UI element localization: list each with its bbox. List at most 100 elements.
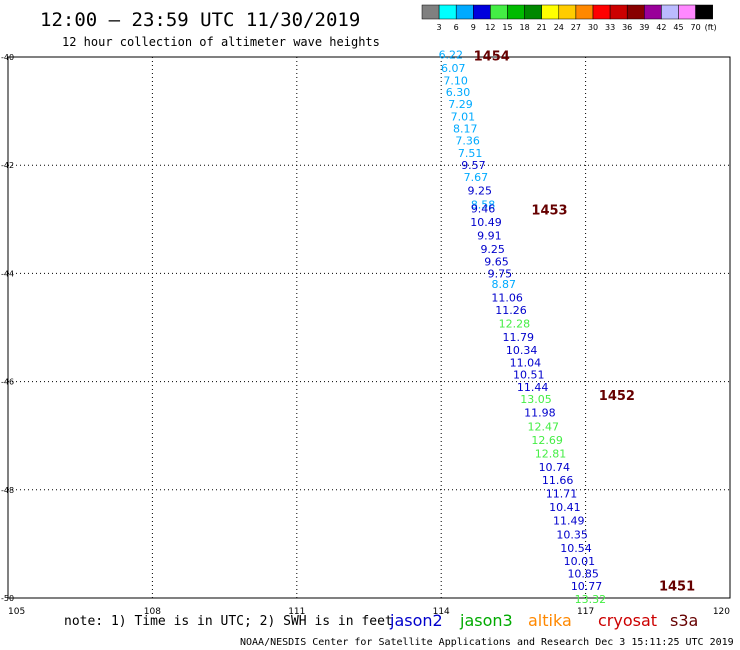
color-bin-label: 15 (502, 23, 512, 32)
swh-value-label: 10.77 (571, 580, 603, 593)
swh-value-label: 11.79 (502, 331, 534, 344)
swh-value-label: 9.65 (484, 255, 509, 268)
color-bin-label: 6 (454, 23, 459, 32)
footer-credit: NOAA/NESDIS Center for Satellite Applica… (240, 637, 734, 648)
swh-value-label: 9.75 (488, 267, 513, 280)
swh-value-label: 10.49 (470, 216, 502, 229)
swh-value-label: 12.69 (531, 434, 563, 447)
swh-value-label: 13.05 (520, 393, 552, 406)
time-label: 1452 (599, 389, 635, 404)
color-scale-legend: 3 6 9 12 15 18 21 24 27 30 33 36 39 42 45 70 (ft) (421, 4, 717, 32)
color-bin-label: 12 (485, 23, 495, 32)
y-axis-ticks: -40 -42 -44 -46 -48 -50 (1, 53, 14, 603)
x-axis-ticks: 105 108 111 114 117 120 (8, 607, 730, 617)
swh-value-label: 8.17 (453, 122, 478, 135)
swh-value-label: 11.71 (546, 488, 578, 501)
color-bin (626, 4, 645, 20)
chart-subtitle: 12 hour collection of altimeter wave hei… (62, 35, 380, 49)
color-bin (507, 4, 525, 20)
swh-value-label: 10.51 (513, 369, 545, 382)
y-tick-label: -48 (1, 486, 14, 495)
color-bin (661, 4, 679, 20)
y-tick-label: -50 (1, 594, 14, 603)
swh-value-label: 11.06 (491, 292, 523, 305)
y-tick-label: -44 (1, 269, 14, 278)
satellite-legend: jason2 jason3 altika cryosat s3a (389, 611, 698, 630)
color-bin-label: 9 (471, 23, 476, 32)
grid-lines (8, 57, 730, 598)
color-bin-label: 21 (537, 23, 547, 32)
satellite-legend-item: jason2 (389, 611, 443, 630)
color-bin-label: 39 (639, 23, 649, 32)
swh-value-label: 7.67 (464, 171, 489, 184)
color-bin-label: 45 (673, 23, 683, 32)
swh-value-label: 7.51 (458, 147, 483, 160)
time-label: 1451 (659, 580, 695, 595)
color-bin (644, 4, 662, 20)
swh-value-label: 6.22 (439, 48, 464, 61)
color-unit-label: (ft) (705, 23, 717, 32)
color-bin (455, 4, 474, 20)
swh-value-label: 13.32 (575, 593, 607, 606)
color-bin (541, 4, 560, 20)
swh-value-label: 12.28 (499, 318, 531, 331)
swh-value-label: 7.01 (451, 111, 476, 124)
color-bin (421, 4, 440, 20)
data-labels: 6.226.077.106.307.297.018.177.367.519.57… (439, 48, 607, 606)
color-bin-label: 42 (656, 23, 666, 32)
swh-value-label: 10.35 (556, 529, 588, 542)
color-bin (609, 4, 628, 20)
plot-area (7, 56, 731, 599)
satellite-legend-item: altika (528, 611, 572, 630)
color-bin (558, 4, 577, 20)
color-bin (524, 4, 542, 20)
chart-title: 12:00 – 23:59 UTC 11/30/2019 (40, 9, 360, 31)
footer-note: note: 1) Time is in UTC; 2) SWH is in fe… (64, 614, 393, 629)
swh-value-label: 10.85 (567, 568, 599, 581)
color-bin (438, 4, 457, 20)
y-tick-label: -46 (1, 378, 14, 387)
swh-value-label: 9.91 (477, 230, 502, 243)
swh-value-label: 10.34 (506, 344, 538, 357)
swh-value-label: 10.54 (560, 542, 592, 555)
color-bin-label: 70 (691, 23, 701, 32)
swh-value-label: 6.30 (446, 86, 471, 99)
color-bin-label: 18 (520, 23, 530, 32)
x-tick-label: 111 (288, 607, 305, 617)
satellite-legend-item: s3a (670, 611, 698, 630)
swh-value-label: 8.58 (471, 199, 496, 212)
color-bin-label: 30 (588, 23, 598, 32)
color-bin (592, 4, 611, 20)
swh-value-label: 10.01 (564, 555, 596, 568)
swh-value-label: 7.10 (443, 74, 468, 87)
x-tick-label: 114 (433, 607, 450, 617)
color-bin-label: 24 (554, 23, 564, 32)
swh-value-label: 9.57 (461, 159, 486, 172)
swh-value-label: 11.04 (510, 357, 542, 370)
color-bin-label: 3 (437, 23, 442, 32)
x-tick-label: 117 (577, 607, 594, 617)
time-label: 1454 (474, 49, 510, 64)
x-tick-label: 108 (144, 607, 161, 617)
x-tick-label: 105 (8, 607, 25, 617)
color-bin (678, 4, 696, 20)
color-bin (473, 4, 491, 20)
swh-value-label: 11.66 (542, 474, 574, 487)
satellite-legend-item: jason3 (459, 611, 513, 630)
time-labels: 1454 1453 1452 1451 (474, 49, 696, 594)
swh-value-label: 12.47 (527, 421, 559, 434)
swh-value-label: 9.25 (467, 185, 492, 198)
swh-value-label: 11.98 (524, 406, 556, 419)
swh-value-label: 7.36 (455, 134, 480, 147)
color-bin-label: 33 (605, 23, 615, 32)
color-bin-label: 36 (622, 23, 632, 32)
satellite-legend-item: cryosat (598, 611, 657, 630)
time-label: 1453 (531, 204, 567, 219)
swh-value-label: 9.25 (480, 243, 505, 256)
color-bin (490, 4, 508, 20)
swh-value-label: 11.44 (517, 381, 549, 394)
y-tick-label: -40 (1, 53, 14, 62)
color-bin-label: 27 (571, 23, 581, 32)
swh-value-label: 12.81 (535, 448, 567, 461)
